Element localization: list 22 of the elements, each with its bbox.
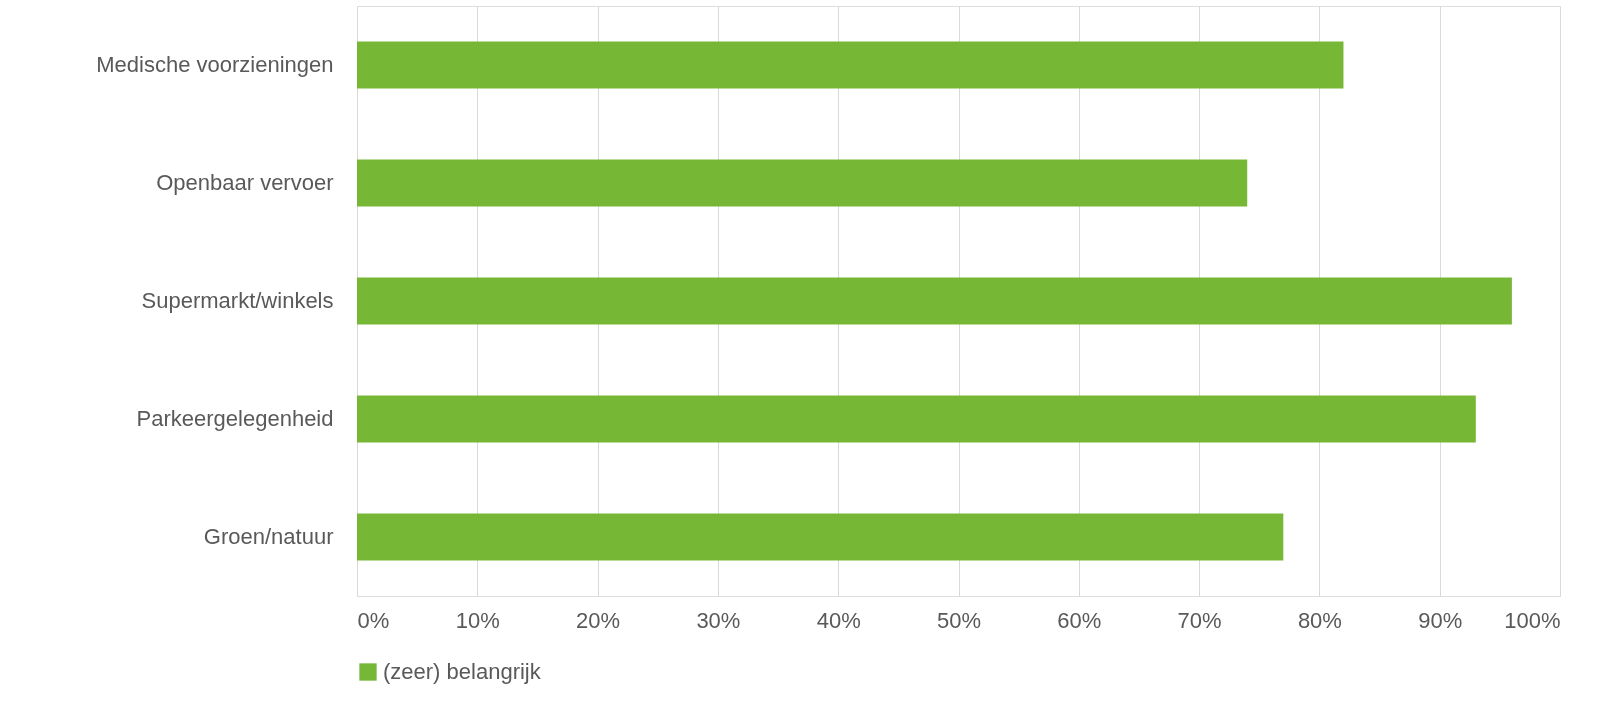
x-tick-label: 10% bbox=[455, 607, 500, 633]
x-tick-label: 30% bbox=[696, 607, 741, 633]
x-tick-label: 60% bbox=[1057, 607, 1102, 633]
y-tick-label: Parkeergelegenheid bbox=[136, 406, 334, 431]
x-tick-label: 50% bbox=[936, 607, 982, 633]
legend-label: (zeer) belangrijk bbox=[383, 659, 542, 684]
bar bbox=[357, 277, 1512, 325]
bar bbox=[357, 41, 1344, 89]
bar bbox=[357, 395, 1476, 443]
x-tick-label: 90% bbox=[1418, 607, 1463, 633]
x-tick-label: 80% bbox=[1297, 607, 1342, 633]
x-tick-label: 20% bbox=[576, 607, 621, 633]
y-tick-label: Groen/natuur bbox=[203, 524, 334, 549]
y-tick-label: Medische voorzieningen bbox=[96, 52, 334, 77]
x-tick-label: 40% bbox=[816, 607, 861, 633]
y-tick-label: Openbaar vervoer bbox=[156, 170, 334, 195]
bar bbox=[357, 159, 1248, 207]
bar bbox=[357, 513, 1284, 561]
x-tick-label: 70% bbox=[1177, 607, 1222, 633]
y-tick-label: Supermarkt/winkels bbox=[141, 288, 334, 313]
x-tick-label: 100% bbox=[1504, 607, 1561, 633]
x-tick-label: 0% bbox=[357, 607, 390, 633]
